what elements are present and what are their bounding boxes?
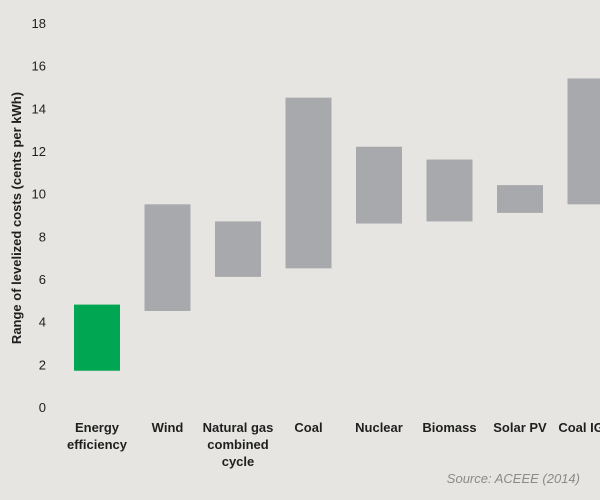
x-category-label: Natural gas combined cycle <box>203 420 274 469</box>
x-category-label-line: combined <box>207 437 268 452</box>
y-axis-ticks: 0 2 4 6 8 10 12 14 16 18 <box>32 16 46 415</box>
y-tick-label: 14 <box>32 101 46 116</box>
range-bar <box>144 204 191 311</box>
x-category-label: Nuclear <box>355 420 403 435</box>
x-category-label-line: Nuclear <box>355 420 403 435</box>
range-bar <box>356 146 402 224</box>
x-category-label-line: Biomass <box>422 420 476 435</box>
y-tick-label: 12 <box>32 144 46 159</box>
x-category-label-line: Wind <box>152 420 184 435</box>
x-category-label-line: efficiency <box>67 437 128 452</box>
x-category-label: Wind <box>152 420 184 435</box>
range-bar <box>426 159 473 222</box>
y-tick-label: 6 <box>39 272 46 287</box>
x-axis-labels: Energy efficiency Wind Natural gas combined c… <box>67 420 600 469</box>
x-category-label-line: Natural gas <box>203 420 274 435</box>
x-category-label-line: Solar PV <box>493 420 547 435</box>
range-bars <box>74 78 600 371</box>
range-bar <box>74 304 120 371</box>
x-category-label-line: Energy <box>75 420 120 435</box>
y-tick-label: 2 <box>39 357 46 372</box>
x-category-label: Biomass <box>422 420 476 435</box>
x-category-label: Coal <box>294 420 322 435</box>
source-credit: Source: ACEEE (2014) <box>446 471 580 486</box>
y-tick-label: 16 <box>32 59 46 74</box>
x-category-label-line: Coal IGCC <box>558 420 600 435</box>
x-category-label: Solar PV <box>493 420 547 435</box>
range-bar <box>567 78 600 205</box>
x-category-label-line: Coal <box>294 420 322 435</box>
y-tick-label: 0 <box>39 400 46 415</box>
range-bar <box>285 97 332 269</box>
y-tick-label: 8 <box>39 229 46 244</box>
x-category-label: Coal IGCC <box>558 420 600 435</box>
y-tick-label: 10 <box>32 187 46 202</box>
y-axis-label: Range of levelized costs (cents per kWh) <box>9 92 24 344</box>
range-bar <box>215 221 261 277</box>
y-tick-label: 4 <box>39 315 46 330</box>
y-tick-label: 18 <box>32 16 46 31</box>
x-category-label-line: cycle <box>222 454 255 469</box>
x-category-label: Energy efficiency <box>67 420 128 452</box>
range-bar <box>497 185 543 213</box>
